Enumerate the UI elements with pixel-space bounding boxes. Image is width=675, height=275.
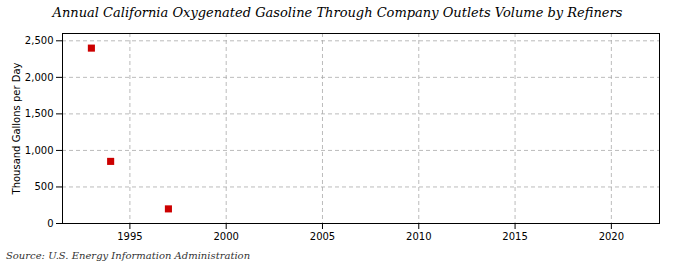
svg-text:2,500: 2,500 bbox=[25, 35, 54, 46]
svg-text:1,000: 1,000 bbox=[25, 145, 54, 156]
html-text:Annual California Oxygenated G: Annual California Oxygenated Gasoline Th… bbox=[52, 5, 623, 20]
svg-text:0: 0 bbox=[47, 218, 53, 229]
svg-text:2010: 2010 bbox=[406, 231, 431, 242]
svg-text:2020: 2020 bbox=[599, 231, 624, 242]
html-text:Source: U.S. Energy Informatio: Source: U.S. Energy Information Administ… bbox=[6, 250, 251, 261]
svg-text:500: 500 bbox=[34, 181, 53, 192]
svg-text:2000: 2000 bbox=[213, 231, 238, 242]
svg-text:2,000: 2,000 bbox=[25, 72, 54, 83]
svg-text:2015: 2015 bbox=[502, 231, 527, 242]
svg-text:Thousand Gallons per Day: Thousand Gallons per Day bbox=[11, 62, 22, 195]
svg-text:2005: 2005 bbox=[310, 231, 335, 242]
svg-text:1995: 1995 bbox=[117, 231, 142, 242]
svg-text:1,500: 1,500 bbox=[25, 108, 54, 119]
